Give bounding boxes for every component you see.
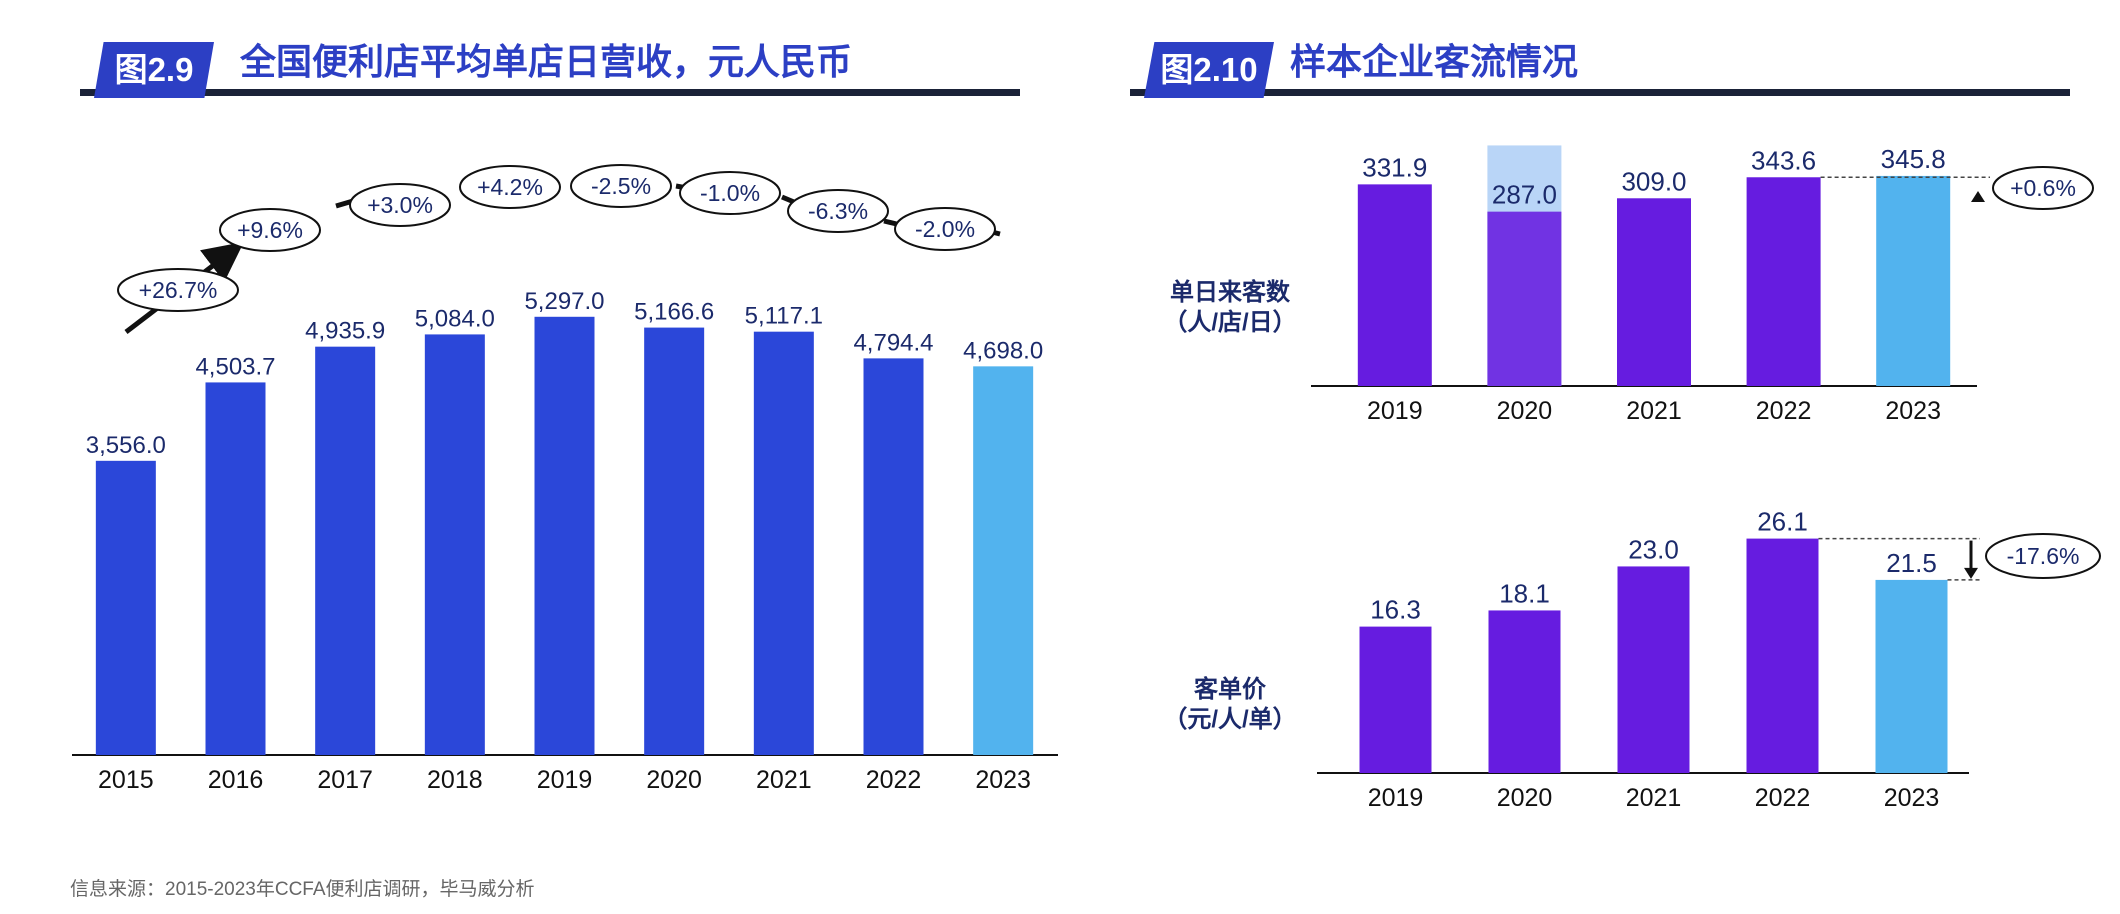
data-label: 21.5: [1886, 548, 1937, 578]
growth-label: -1.0%: [700, 180, 760, 206]
x-tick-label: 2021: [1626, 397, 1682, 425]
data-label: 4,794.4: [853, 329, 933, 356]
x-tick-label: 2016: [208, 766, 264, 794]
x-tick-label: 2019: [537, 766, 593, 794]
x-tick-label: 2021: [756, 766, 812, 794]
growth-label: +9.6%: [237, 217, 303, 243]
bar: [1876, 175, 1951, 386]
change-bubble: [1985, 533, 2101, 579]
figure-tag: 图2.10: [1144, 42, 1274, 98]
bar: [1487, 211, 1562, 386]
header-rule: [80, 89, 1020, 96]
bar: [205, 382, 266, 755]
data-label: 5,117.1: [745, 303, 823, 330]
growth-bubble: [570, 164, 672, 208]
chart-title: 样本企业客流情况: [1290, 41, 1579, 82]
y-axis-label-line: （人/店/日）: [1163, 309, 1296, 336]
growth-label: +4.2%: [477, 174, 543, 200]
x-tick-label: 2020: [1497, 397, 1553, 425]
x-tick-label: 2022: [866, 766, 922, 794]
data-label: 4,935.9: [305, 318, 385, 345]
x-tick-label: 2018: [427, 766, 483, 794]
data-label: 16.3: [1370, 595, 1421, 625]
bar: [1359, 626, 1432, 773]
bar: [95, 460, 156, 755]
x-tick-label: 2015: [98, 766, 154, 794]
data-label: 309.0: [1621, 166, 1686, 196]
bar: [1617, 198, 1691, 386]
x-tick-label: 2022: [1755, 784, 1811, 812]
growth-label: +3.0%: [367, 192, 433, 218]
growth-bubble: [894, 207, 996, 251]
bar: [1488, 610, 1561, 773]
data-label: 5,297.0: [524, 288, 604, 315]
x-tick-label: 2023: [975, 766, 1031, 794]
data-label: 5,166.6: [634, 299, 714, 326]
bar: [1746, 177, 1821, 386]
chart-title: 全国便利店平均单店日营收，元人民币: [240, 41, 853, 82]
bar: [315, 346, 376, 755]
change-bubble: [1992, 166, 2094, 210]
growth-bubble: [219, 208, 321, 252]
data-label: 23.0: [1628, 534, 1679, 564]
y-axis-label-line: 客单价: [1194, 675, 1267, 703]
source-note: 信息来源：2015-2023年CCFA便利店调研，毕马威分析: [70, 879, 535, 900]
figure-tag: 图2.9: [94, 42, 214, 98]
y-axis-label: 单日来客数 （人/店/日）: [1163, 278, 1296, 336]
left-panel-header: 图2.9 全国便利店平均单店日营收，元人民币: [80, 38, 1020, 102]
data-label: 4,698.0: [963, 337, 1043, 364]
data-label: 18.1: [1499, 578, 1550, 608]
y-axis-label-line: 单日来客数: [1170, 278, 1291, 306]
data-label: 4,503.7: [195, 353, 275, 380]
growth-bubble: [349, 183, 451, 227]
x-tick-label: 2023: [1884, 784, 1940, 812]
data-label: 331.9: [1362, 152, 1427, 182]
right-panel-header: 图2.10 样本企业客流情况: [1130, 38, 2070, 102]
growth-bubble: [787, 189, 889, 233]
bar: [424, 334, 485, 755]
x-tick-label: 2021: [1626, 784, 1682, 812]
growth-bubble: [459, 165, 561, 209]
x-tick-label: 2020: [1497, 784, 1553, 812]
x-tick-label: 2019: [1368, 784, 1424, 812]
data-label: 5,084.0: [415, 305, 495, 332]
x-tick-label: 2023: [1885, 397, 1941, 425]
bar: [1875, 579, 1948, 773]
bar: [753, 331, 814, 755]
data-label: 287.0: [1492, 180, 1557, 210]
growth-label: +26.7%: [139, 277, 218, 303]
growth-label: -2.0%: [915, 216, 975, 242]
bar: [534, 316, 595, 755]
growth-label: -2.5%: [591, 173, 651, 199]
change-label: +0.6%: [2010, 175, 2076, 201]
data-label: 3,556.0: [86, 432, 166, 459]
bar: [644, 327, 705, 755]
y-axis-label: 客单价 （元/人/单）: [1163, 675, 1296, 733]
growth-bubble: [679, 171, 781, 215]
data-label: 343.6: [1751, 145, 1816, 175]
bar: [863, 358, 924, 755]
bar: [1357, 184, 1432, 386]
growth-bubble: [117, 268, 239, 312]
x-tick-label: 2022: [1756, 397, 1812, 425]
data-label: 345.8: [1881, 144, 1946, 174]
header-rule: [1130, 89, 2070, 96]
x-tick-label: 2019: [1367, 397, 1423, 425]
bar: [1746, 538, 1819, 773]
bar: [1617, 566, 1690, 773]
change-label: -17.6%: [2007, 543, 2080, 569]
x-tick-label: 2017: [317, 766, 373, 794]
y-axis-label-line: （元/人/单）: [1163, 706, 1296, 733]
x-tick-label: 2020: [646, 766, 702, 794]
data-label: 26.1: [1757, 507, 1808, 537]
growth-label: -6.3%: [808, 198, 868, 224]
decrease-arrow-head: [1964, 567, 1978, 579]
bar: [973, 366, 1034, 755]
increase-arrow: [1971, 191, 1985, 202]
